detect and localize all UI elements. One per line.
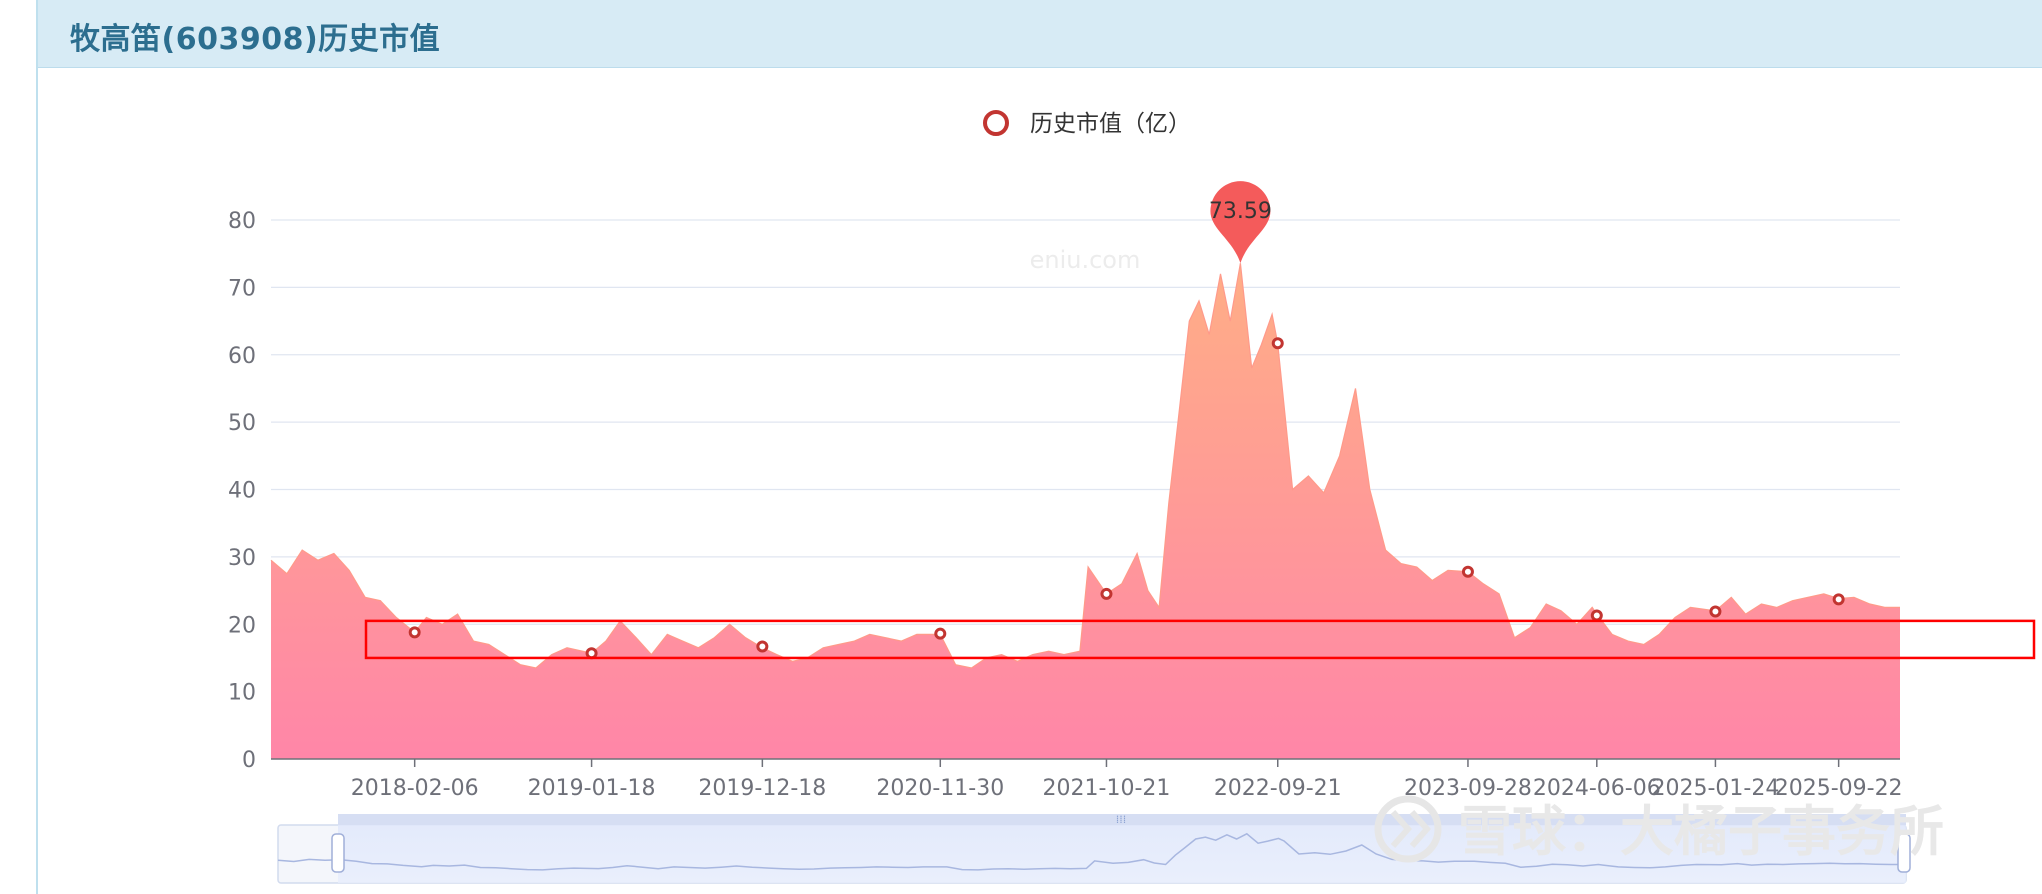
data-point-marker[interactable] xyxy=(1590,609,1603,622)
x-tick-label: 2024-06-06 xyxy=(1533,776,1661,801)
y-tick-label: 30 xyxy=(228,546,256,571)
data-point-marker[interactable] xyxy=(408,626,421,639)
market-cap-line xyxy=(270,263,1900,669)
y-tick-label: 80 xyxy=(228,209,256,234)
data-point-marker[interactable] xyxy=(934,627,947,640)
watermark-site: eniu.com xyxy=(1030,246,1141,274)
x-tick-label: 2025-01-24 xyxy=(1651,776,1779,801)
y-axis: 0 10 20 30 40 50 60 70 80 xyxy=(228,209,256,773)
y-tick-label: 60 xyxy=(228,344,256,369)
data-point-marker[interactable] xyxy=(1709,605,1722,618)
data-point-marker[interactable] xyxy=(1271,337,1284,350)
legend-marker-icon[interactable] xyxy=(983,110,1009,136)
x-tick-label: 2022-09-21 xyxy=(1214,776,1342,801)
x-tick-label: 2023-09-28 xyxy=(1404,776,1532,801)
grip-icon[interactable]: ⁞⁞⁞ xyxy=(1116,813,1127,826)
x-tick-label: 2018-02-06 xyxy=(351,776,479,801)
data-zoom-left-handle[interactable] xyxy=(331,833,345,873)
data-markers xyxy=(408,337,1845,660)
watermark-xueqiu: 雪球：大橘子事务所 xyxy=(1374,795,1944,863)
watermark-source: 雪球：大橘子事务所 xyxy=(1458,800,1944,863)
legend-label[interactable]: 历史市值（亿） xyxy=(1030,111,1191,137)
data-zoom-right-handle[interactable] xyxy=(1897,833,1911,873)
data-point-marker[interactable] xyxy=(1832,593,1845,606)
x-tick-label: 2019-01-18 xyxy=(528,776,656,801)
y-tick-label: 0 xyxy=(242,748,256,773)
max-pin-shape xyxy=(1210,181,1271,264)
page-margin xyxy=(0,0,36,894)
y-tick-label: 10 xyxy=(228,681,256,706)
data-point-marker[interactable] xyxy=(585,647,598,660)
x-tick-label: 2019-12-18 xyxy=(698,776,826,801)
y-tick-label: 40 xyxy=(228,479,256,504)
data-zoom-slider[interactable]: ⁞⁞⁞ xyxy=(277,813,1911,884)
data-point-marker[interactable] xyxy=(1461,565,1474,578)
data-point-marker[interactable] xyxy=(756,640,769,653)
x-tick-label: 2021-10-21 xyxy=(1043,776,1171,801)
y-tick-label: 50 xyxy=(228,411,256,436)
data-zoom-move-bar[interactable] xyxy=(338,814,1906,825)
legend[interactable]: 历史市值（亿） xyxy=(983,110,1191,137)
data-zoom-selection[interactable] xyxy=(338,814,1906,883)
max-pin-label: 73.59 xyxy=(1209,199,1272,224)
data-point-marker[interactable] xyxy=(1100,587,1113,600)
highlight-box xyxy=(364,619,2036,660)
page-title: 牧高笛(603908)历史市值 xyxy=(70,22,441,57)
x-axis: 2018-02-06 2019-01-18 2019-12-18 2020-11-30… xyxy=(351,759,1903,801)
data-zoom-preview-line xyxy=(277,832,1906,871)
y-tick-label: 20 xyxy=(228,613,256,638)
y-tick-label: 70 xyxy=(228,276,256,301)
xueqiu-logo-icon xyxy=(1374,795,1442,863)
market-cap-area xyxy=(271,263,1900,759)
max-value-pin: 73.59 xyxy=(1209,181,1272,264)
x-tick-label: 2025-09-22 xyxy=(1775,776,1903,801)
x-tick-label: 2020-11-30 xyxy=(876,776,1004,801)
panel-header: 牧高笛(603908)历史市值 xyxy=(38,0,2042,68)
